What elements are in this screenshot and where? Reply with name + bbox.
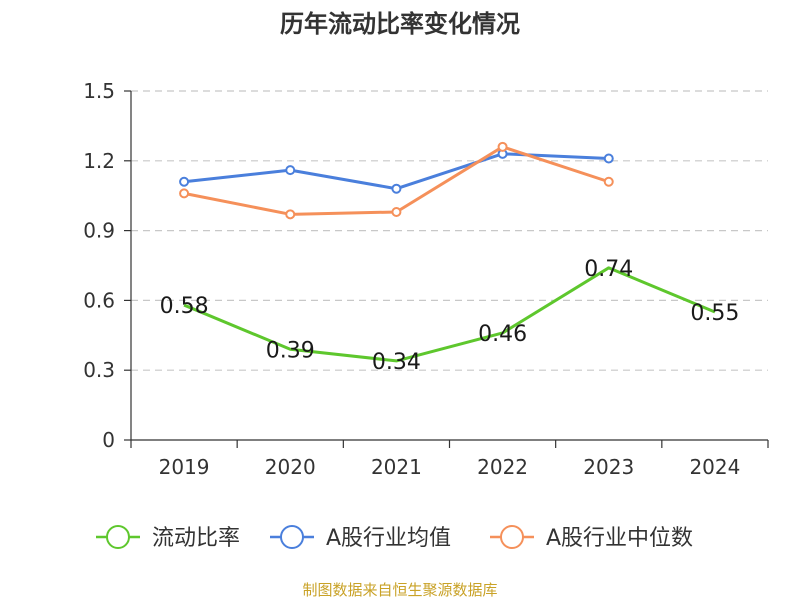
x-tick-label-2019: 2019	[159, 455, 210, 479]
legend-marker-0	[106, 525, 130, 549]
data-label-2023: 0.74	[584, 257, 633, 282]
y-tick-label-2: 0.6	[83, 288, 115, 312]
y-tick-label-3: 0.9	[83, 219, 115, 243]
x-tick-label-2022: 2022	[477, 455, 528, 479]
legend-label-2: A股行业中位数	[546, 526, 693, 551]
legend-label-0: 流动比率	[152, 526, 240, 551]
series-group	[179, 141, 716, 363]
y-tick-label-1: 0.3	[83, 358, 115, 382]
legend-marker-1	[280, 525, 304, 549]
axes: 0 0.3 0.6 0.9 1.2 1.5 2019 2020 2021 2022 2023 2024	[83, 79, 769, 479]
data-labels: 0.58 0.39 0.34 0.46 0.74 0.55	[160, 257, 740, 375]
data-label-2024: 0.55	[690, 301, 739, 326]
series-2-point-2019	[179, 188, 190, 199]
source-note: 制图数据来自恒生聚源数据库	[302, 581, 497, 599]
data-label-2020: 0.39	[266, 338, 315, 363]
series-1-point-2021	[391, 183, 402, 194]
data-label-2021: 0.34	[372, 350, 421, 375]
data-label-2019: 0.58	[160, 294, 209, 319]
x-tick-label-2020: 2020	[265, 455, 316, 479]
legend: 流动比率 A股行业均值 A股行业中位数	[96, 525, 693, 551]
series-1-point-2020	[285, 165, 296, 176]
series-2-point-2020	[285, 209, 296, 220]
legend-label-1: A股行业均值	[326, 526, 451, 551]
data-label-2022: 0.46	[478, 322, 527, 347]
x-tick-label-2021: 2021	[371, 455, 422, 479]
series-line-0	[183, 266, 716, 363]
series-2-point-2022	[497, 141, 508, 152]
chart-title: 历年流动比率变化情况	[280, 10, 520, 38]
y-tick-label-5: 1.5	[83, 79, 115, 103]
series-1-point-2019	[179, 176, 190, 187]
series-2-point-2021	[391, 206, 402, 217]
y-tick-label-4: 1.2	[83, 149, 115, 173]
grid-lines	[131, 90, 768, 371]
y-tick-label-0: 0	[102, 428, 115, 452]
series-1-point-2023	[603, 153, 614, 164]
x-tick-label-2023: 2023	[583, 455, 634, 479]
series-line-1	[183, 152, 609, 191]
series-2-point-2023	[603, 176, 614, 187]
legend-marker-2	[500, 525, 524, 549]
x-tick-label-2024: 2024	[689, 455, 740, 479]
